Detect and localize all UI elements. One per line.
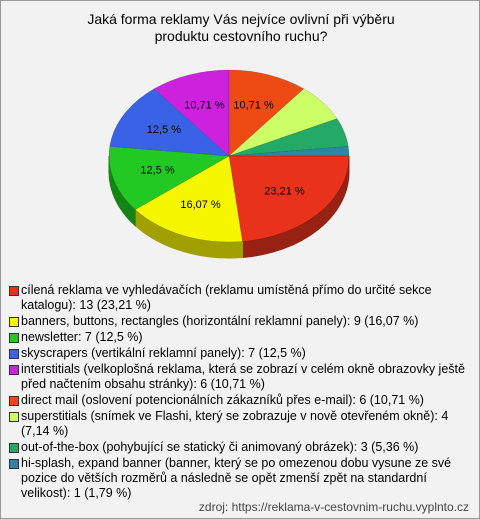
legend-swatch bbox=[9, 349, 19, 359]
legend-item: interstitials (velkoplošná reklama, kter… bbox=[9, 362, 473, 392]
legend-label: banners, buttons, rectangles (horizontál… bbox=[21, 314, 419, 328]
slice bbox=[228, 88, 338, 157]
legend-item: cílená reklama ve vyhledávačích (reklamu… bbox=[9, 283, 473, 313]
pie-chart: 23,21 %16,07 %12,5 %12,5 %10,71 % 10,71 % bbox=[108, 69, 350, 259]
slice bbox=[228, 155, 350, 242]
legend-swatch bbox=[9, 459, 19, 469]
legend-swatch bbox=[9, 333, 19, 343]
slice bbox=[228, 118, 349, 157]
legend-label: skyscrapers (vertikální reklamní panely)… bbox=[21, 346, 306, 360]
slice bbox=[228, 69, 305, 157]
chart-title: Jaká forma reklamy Vás nejvíce ovlivní p… bbox=[87, 11, 395, 44]
slice-label: 10,71 % bbox=[233, 100, 274, 112]
legend-swatch bbox=[9, 396, 19, 406]
slice bbox=[228, 146, 350, 157]
legend-item: superstitials (snímek ve Flashi, který s… bbox=[9, 409, 473, 439]
legend-swatch bbox=[9, 365, 19, 375]
legend-swatch bbox=[9, 443, 19, 453]
legend-item: out-of-the-box (pohybující se statický č… bbox=[9, 440, 473, 455]
legend-label: direct mail (oslovení potencionálních zá… bbox=[21, 393, 424, 407]
slice bbox=[153, 69, 230, 157]
slice bbox=[109, 88, 230, 157]
legend-swatch bbox=[9, 317, 19, 327]
slice-label: 12,5 % bbox=[140, 165, 174, 177]
legend-swatch bbox=[9, 286, 19, 296]
legend-item: hi-splash, expand banner (banner, který … bbox=[9, 456, 473, 501]
legend-item: skyscrapers (vertikální reklamní panely)… bbox=[9, 346, 473, 361]
legend-item: direct mail (oslovení potencionálních zá… bbox=[9, 393, 473, 408]
slice bbox=[108, 146, 230, 210]
legend-label: superstitials (snímek ve Flashi, který s… bbox=[21, 409, 449, 438]
source: zdroj: https://reklama-v-cestovnim-ruchu… bbox=[198, 500, 469, 514]
legend-label: out-of-the-box (pohybující se statický č… bbox=[21, 440, 419, 454]
legend-swatch bbox=[9, 412, 19, 422]
slice-label: 23,21 % bbox=[264, 185, 305, 197]
slice bbox=[134, 155, 243, 243]
slice-label: 12,5 % bbox=[147, 124, 181, 136]
legend-label: cílená reklama ve vyhledávačích (reklamu… bbox=[21, 283, 432, 312]
legend: cílená reklama ve vyhledávačích (reklamu… bbox=[9, 283, 473, 502]
legend-item: newsletter: 7 (12,5 %) bbox=[9, 330, 473, 345]
legend-label: interstitials (velkoplošná reklama, kter… bbox=[21, 362, 465, 391]
legend-label: newsletter: 7 (12,5 %) bbox=[21, 330, 143, 344]
legend-label: hi-splash, expand banner (banner, který … bbox=[21, 456, 452, 500]
legend-item: banners, buttons, rectangles (horizontál… bbox=[9, 314, 473, 329]
slice-label: 10,71 % bbox=[184, 100, 225, 112]
slice-label: 16,07 % bbox=[180, 199, 221, 211]
